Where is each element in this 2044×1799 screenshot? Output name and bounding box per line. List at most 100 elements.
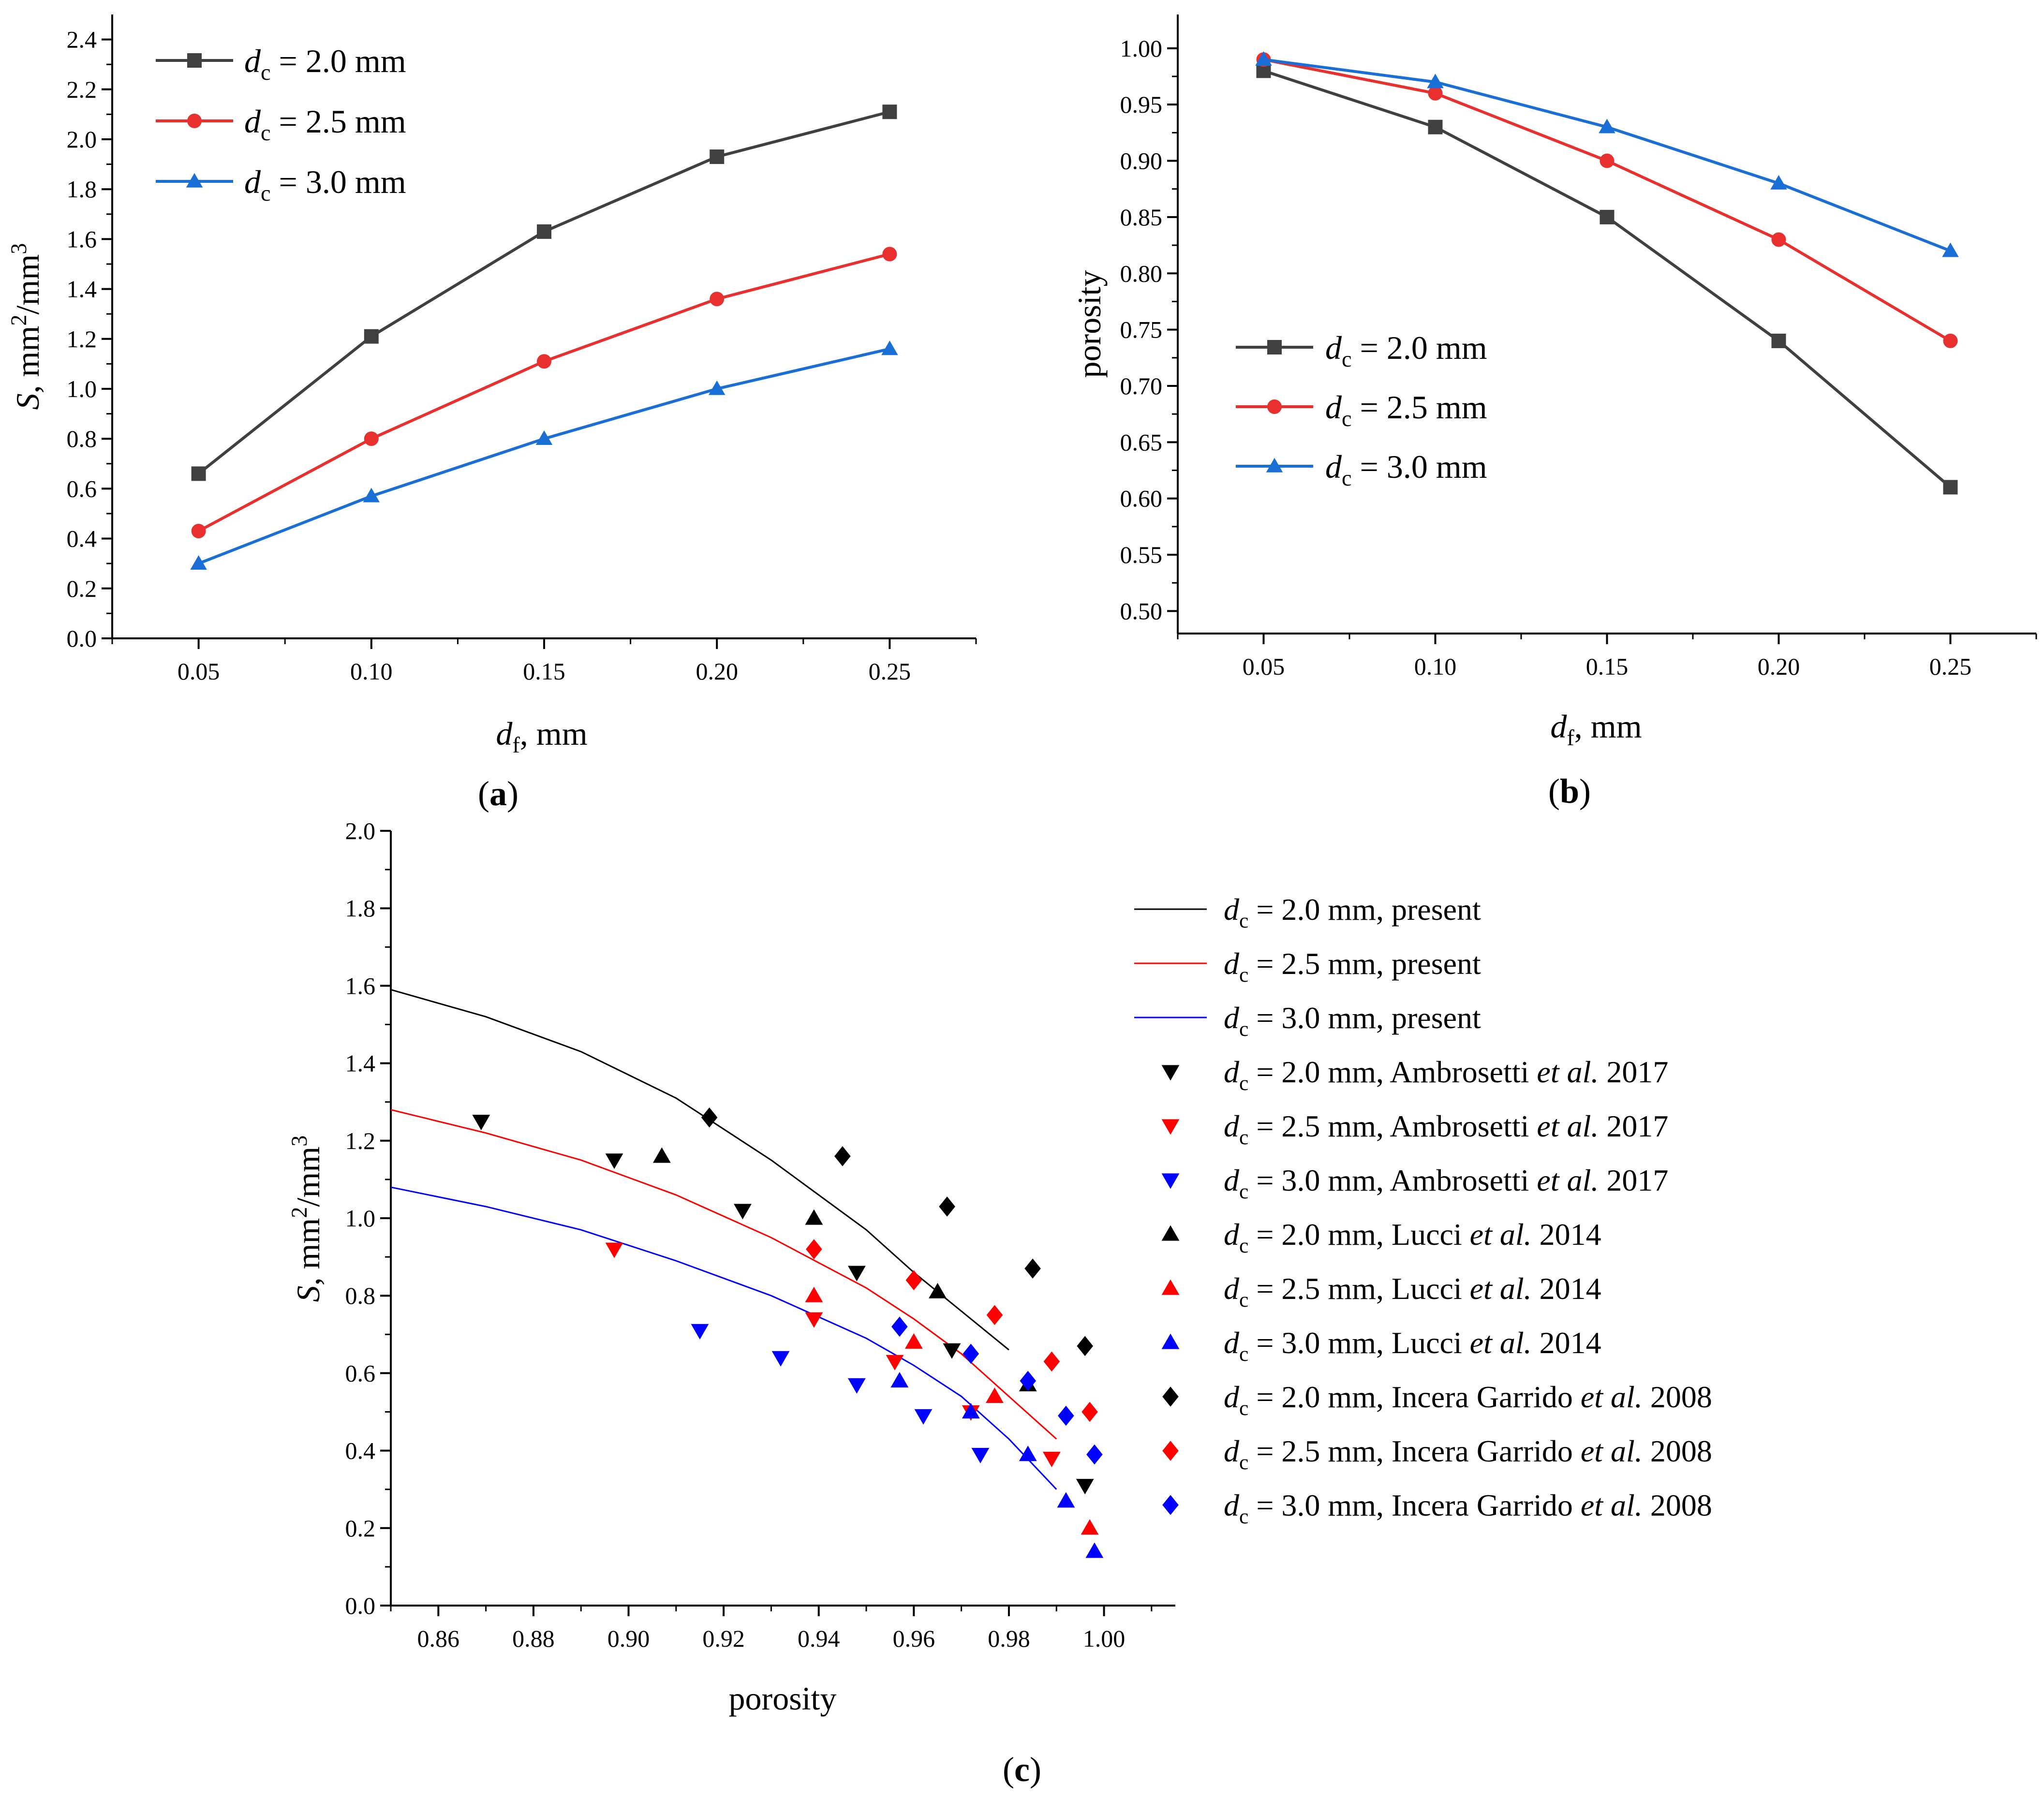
x-tick-label: 0.86 bbox=[417, 1625, 460, 1652]
y-tick-label: 1.6 bbox=[345, 972, 376, 999]
legend-label: dc​ = 3.0 mm, Lucci et al. 2014 bbox=[1224, 1326, 1601, 1366]
data-point-d-c-2-5-mm-incera-garrido-et-al-2008 bbox=[986, 1305, 1003, 1326]
y-tick-label: 0.8 bbox=[345, 1282, 376, 1309]
legend-label: dc​ = 2.5 mm, present bbox=[1224, 946, 1481, 987]
y-tick-label: 0.65 bbox=[1120, 428, 1163, 456]
data-point-d-c-2-5-mm bbox=[710, 292, 725, 307]
data-point-d-c-3-0-mm bbox=[1427, 74, 1444, 88]
y-tick-label: 0.60 bbox=[1120, 485, 1163, 512]
y-axis-label: S, mm2/mm3​ bbox=[287, 1135, 326, 1302]
x-tick-label: 0.25 bbox=[869, 658, 911, 685]
x-tick-label: 0.88 bbox=[512, 1625, 555, 1652]
data-point-d-c-2-5-mm bbox=[1943, 333, 1958, 348]
y-tick-label: 1.00 bbox=[1120, 35, 1163, 62]
data-point-d-c-3-0-mm-ambrosetti-et-al-2017 bbox=[691, 1324, 709, 1340]
data-point-d-c-3-0-mm bbox=[1599, 118, 1615, 133]
y-tick-label: 0.70 bbox=[1120, 372, 1163, 399]
chart-panel-b: 0.05 0.10 0.15 0.20 0.25 0.50 0.55 0.60 0.65 0.70… bbox=[1071, 15, 2037, 811]
data-point-d-c-3-0-mm bbox=[881, 340, 898, 355]
legend-label: dc​ = 2.0 mm, present bbox=[1224, 892, 1481, 932]
data-point-d-c-2-5-mm bbox=[1428, 86, 1443, 101]
y-tick-label: 1.0 bbox=[345, 1205, 376, 1232]
legend-label: dc​ = 2.5 mm, Ambrosetti et al. 2017 bbox=[1224, 1109, 1668, 1149]
data-point-d-c-2-0-mm bbox=[882, 104, 897, 119]
legend-label: dc​ = 2.5 mm bbox=[1325, 389, 1487, 431]
data-point-d-c-2-5-mm-lucci-et-al-2014 bbox=[805, 1286, 823, 1302]
x-tick-label: 0.15 bbox=[1586, 653, 1629, 680]
data-point-d-c-2-0-mm bbox=[1600, 209, 1614, 224]
y-tick-label: 0.95 bbox=[1120, 91, 1163, 118]
legend-marker bbox=[187, 53, 202, 68]
x-tick-label: 0.98 bbox=[988, 1625, 1030, 1652]
y-axis-label: S, mm2/mm3​ bbox=[7, 243, 46, 410]
legend-label: dc​ = 3.0 mm bbox=[1325, 448, 1487, 491]
y-tick-label: 0.85 bbox=[1120, 204, 1163, 231]
legend-marker bbox=[1162, 1495, 1179, 1515]
legend-marker bbox=[1161, 1173, 1180, 1189]
chart-panel-c: 0.86 0.88 0.90 0.92 0.94 0.96 0.98 1.00 0.0 0.2 0.… bbox=[287, 817, 1712, 1789]
legend-label: dc​ = 3.0 mm, Incera Garrido et al. 2008 bbox=[1224, 1488, 1712, 1528]
data-point-d-c-3-0-mm bbox=[535, 430, 553, 445]
data-point-d-c-2-0-mm-lucci-et-al-2014 bbox=[929, 1283, 947, 1298]
y-tick-label: 2.0 bbox=[345, 817, 376, 844]
x-tick-label: 1.00 bbox=[1083, 1625, 1126, 1652]
data-point-d-c-3-0-mm-incera-garrido-et-al-2008 bbox=[1058, 1405, 1074, 1426]
y-tick-label: 0.2 bbox=[67, 575, 97, 602]
y-tick-label: 1.8 bbox=[345, 895, 376, 922]
legend-marker bbox=[186, 173, 203, 188]
data-point-d-c-2-5-mm bbox=[1600, 153, 1614, 168]
data-point-d-c-3-0-mm bbox=[1770, 175, 1787, 190]
y-tick-label: 2.2 bbox=[67, 76, 97, 103]
data-point-d-c-3-0-mm-lucci-et-al-2014 bbox=[1057, 1492, 1075, 1508]
curve-d-c-2-0-mm-present bbox=[390, 988, 1009, 1351]
curve-d-c-2-5-mm-present bbox=[390, 1109, 1057, 1440]
data-point-d-c-3-0-mm-lucci-et-al-2014 bbox=[1085, 1542, 1104, 1558]
data-point-d-c-3-0-mm-lucci-et-al-2014 bbox=[890, 1372, 909, 1388]
legend-marker bbox=[1267, 399, 1282, 414]
y-tick-label: 0.55 bbox=[1120, 541, 1163, 568]
data-point-d-c-2-0-mm-incera-garrido-et-al-2008 bbox=[1077, 1336, 1094, 1357]
y-tick-label: 1.4 bbox=[67, 276, 97, 303]
data-point-d-c-2-0-mm bbox=[1428, 119, 1443, 134]
x-tick-label: 0.15 bbox=[523, 658, 565, 685]
legend-marker bbox=[1162, 1441, 1179, 1461]
x-tick-label: 0.10 bbox=[1414, 653, 1457, 680]
series-line-d-c-2-5-mm bbox=[1263, 58, 1952, 342]
y-tick-label: 0.0 bbox=[345, 1592, 376, 1619]
data-point-d-c-2-0-mm-ambrosetti-et-al-2017 bbox=[1076, 1479, 1094, 1495]
data-point-d-c-3-0-mm-incera-garrido-et-al-2008 bbox=[891, 1316, 908, 1337]
data-point-d-c-3-0-mm-ambrosetti-et-al-2017 bbox=[914, 1409, 933, 1425]
y-tick-label: 0.6 bbox=[67, 475, 97, 502]
legend-marker bbox=[1161, 1225, 1180, 1241]
data-point-d-c-2-0-mm-ambrosetti-et-al-2017 bbox=[847, 1266, 866, 1282]
data-point-d-c-3-0-mm bbox=[708, 380, 726, 395]
data-point-d-c-3-0-mm-incera-garrido-et-al-2008 bbox=[963, 1343, 979, 1364]
data-point-d-c-2-0-mm-incera-garrido-et-al-2008 bbox=[939, 1196, 955, 1217]
legend-label: dc​ = 2.5 mm bbox=[244, 103, 406, 146]
data-point-d-c-2-5-mm-lucci-et-al-2014 bbox=[986, 1387, 1004, 1403]
curve-d-c-3-0-mm-present bbox=[390, 1186, 1057, 1490]
legend-marker bbox=[1161, 1119, 1180, 1135]
x-tick-label: 0.25 bbox=[1929, 653, 1972, 680]
panel-label: (b) bbox=[1548, 772, 1591, 811]
data-point-d-c-2-0-mm-ambrosetti-et-al-2017 bbox=[734, 1204, 752, 1220]
data-point-d-c-2-0-mm-lucci-et-al-2014 bbox=[652, 1147, 671, 1163]
x-tick-label: 0.92 bbox=[702, 1625, 745, 1652]
data-point-d-c-3-0-mm-ambrosetti-et-al-2017 bbox=[847, 1378, 866, 1394]
x-axis-label: porosity bbox=[729, 1680, 837, 1717]
x-tick-label: 0.20 bbox=[696, 658, 738, 685]
legend-label: dc​ = 2.0 mm, Ambrosetti et al. 2017 bbox=[1224, 1055, 1668, 1095]
data-point-d-c-2-5-mm-lucci-et-al-2014 bbox=[1081, 1519, 1099, 1535]
legend-label: dc​ = 2.5 mm, Lucci et al. 2014 bbox=[1224, 1271, 1601, 1312]
data-point-d-c-2-5-mm-ambrosetti-et-al-2017 bbox=[886, 1355, 904, 1371]
y-tick-label: 0.80 bbox=[1120, 260, 1163, 287]
data-point-d-c-2-0-mm-lucci-et-al-2014 bbox=[805, 1209, 823, 1225]
legend-label: dc​ = 3.0 mm, present bbox=[1224, 1001, 1481, 1041]
data-point-d-c-2-5-mm bbox=[882, 247, 897, 262]
data-point-d-c-2-5-mm-incera-garrido-et-al-2008 bbox=[905, 1270, 922, 1290]
panel-label: (c) bbox=[1003, 1750, 1041, 1789]
y-tick-label: 1.8 bbox=[67, 176, 97, 203]
data-point-d-c-2-0-mm bbox=[1943, 480, 1958, 495]
data-point-d-c-3-0-mm bbox=[190, 555, 207, 570]
